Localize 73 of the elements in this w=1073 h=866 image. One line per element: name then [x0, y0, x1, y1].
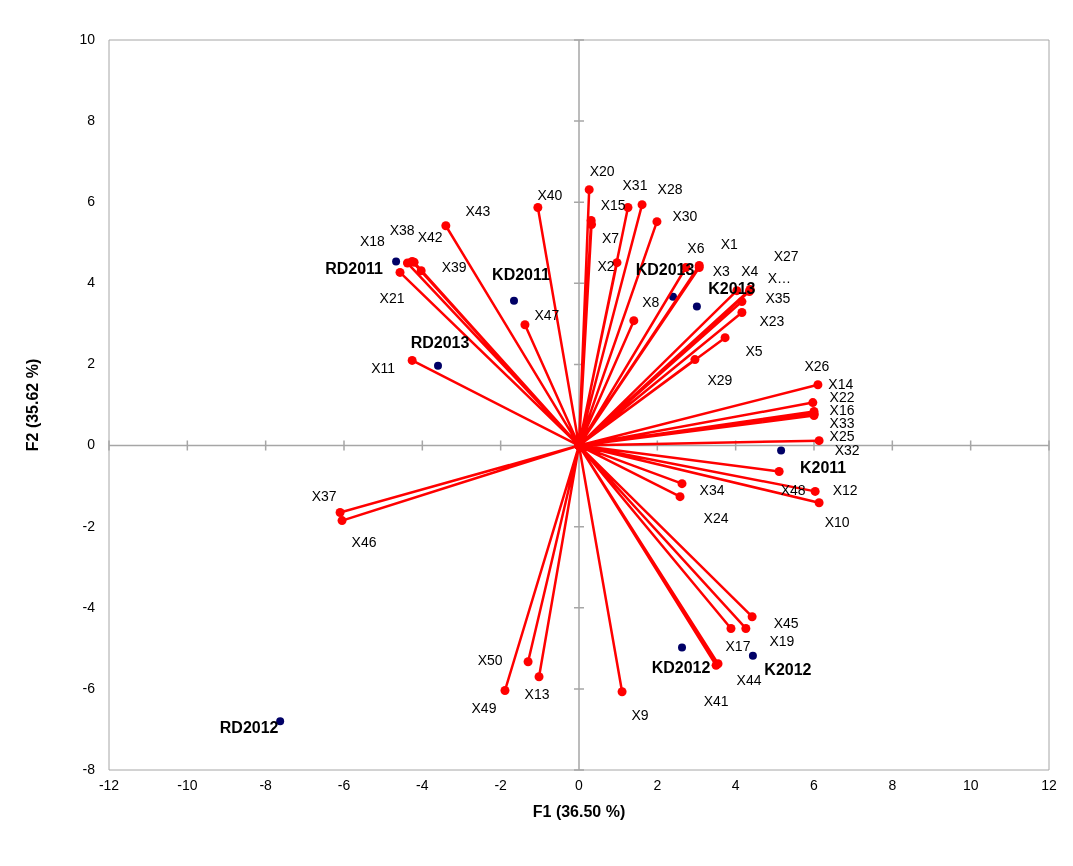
data-label: X28	[657, 180, 683, 197]
data-label: X38	[389, 222, 415, 239]
data-label: X11	[371, 360, 396, 377]
data-label: X10	[824, 513, 850, 530]
x-tick-label: -2	[494, 777, 508, 794]
data-label: X15	[600, 197, 626, 214]
x-tick-label: 8	[888, 777, 897, 794]
data-label: X42	[417, 229, 443, 246]
x-tick-label: -4	[416, 777, 429, 794]
x-tick-label: 0	[575, 777, 584, 794]
data-label: X19	[769, 633, 795, 650]
data-label: X4	[741, 263, 759, 280]
data-label: X46	[351, 534, 377, 551]
y-tick-label: -4	[82, 598, 96, 615]
data-label: RD2013	[410, 334, 470, 352]
y-tick-label: -6	[82, 679, 96, 696]
x-axis-title: F1 (36.50 %)	[532, 802, 626, 820]
data-label: X35	[765, 290, 791, 307]
data-label: X20	[589, 162, 615, 179]
x-tick-label: 10	[962, 777, 979, 794]
data-label: X17	[725, 638, 751, 655]
data-label: K2011	[799, 458, 847, 476]
data-label: X34	[699, 481, 725, 498]
data-label: K2012	[764, 661, 812, 679]
data-label: X18	[359, 232, 386, 249]
x-tick-label: 6	[810, 777, 819, 794]
data-label: X30	[672, 207, 698, 224]
data-label: X…	[767, 270, 792, 287]
data-label: RD2012	[219, 718, 279, 736]
y-tick-label: -2	[82, 517, 96, 534]
x-tick-label: -6	[337, 777, 351, 794]
data-label: RD2011	[325, 259, 384, 277]
data-label: X37	[311, 488, 337, 505]
data-label: X39	[441, 258, 467, 275]
x-tick-label: 12	[1041, 777, 1057, 794]
y-tick-label: 4	[87, 274, 96, 291]
data-label: X12	[832, 482, 858, 499]
data-label: X5	[745, 342, 763, 359]
data-label: X29	[707, 372, 733, 389]
y-tick-label: -8	[82, 760, 96, 777]
data-label: X49	[471, 700, 497, 717]
data-label: X41	[703, 693, 729, 710]
data-label: X43	[465, 202, 491, 219]
data-label: X6	[687, 240, 705, 257]
data-label: X27	[773, 248, 799, 265]
data-label: X31	[622, 177, 648, 194]
data-label: X13	[524, 685, 550, 702]
y-tick-label: 6	[87, 193, 96, 210]
data-label: KD2012	[651, 658, 711, 676]
x-tick-label: -10	[177, 777, 198, 794]
data-label: X40	[537, 187, 563, 204]
data-label: X24	[703, 509, 729, 526]
data-label: X50	[477, 651, 503, 668]
data-label: X3	[712, 263, 731, 280]
y-tick-label: 2	[87, 355, 96, 372]
data-label: X9	[631, 706, 649, 723]
data-label: X8	[642, 293, 660, 310]
data-label: X26	[804, 357, 830, 374]
x-tick-label: -12	[98, 777, 120, 794]
y-axis-title: F2 (35.62 %)	[24, 358, 42, 452]
x-tick-label: -8	[259, 777, 273, 794]
data-label: X21	[379, 290, 405, 307]
data-label: X2	[597, 257, 615, 274]
x-tick-label: 4	[731, 777, 740, 794]
y-tick-label: 0	[87, 436, 96, 453]
x-tick-label: 2	[653, 777, 662, 794]
data-label: X23	[759, 313, 785, 330]
y-tick-label: 8	[87, 111, 96, 128]
data-label: X45	[773, 614, 799, 631]
data-label: X44	[736, 671, 762, 688]
data-label: X1	[720, 236, 739, 253]
data-label: X7	[601, 230, 620, 247]
y-tick-label: 10	[79, 30, 96, 47]
